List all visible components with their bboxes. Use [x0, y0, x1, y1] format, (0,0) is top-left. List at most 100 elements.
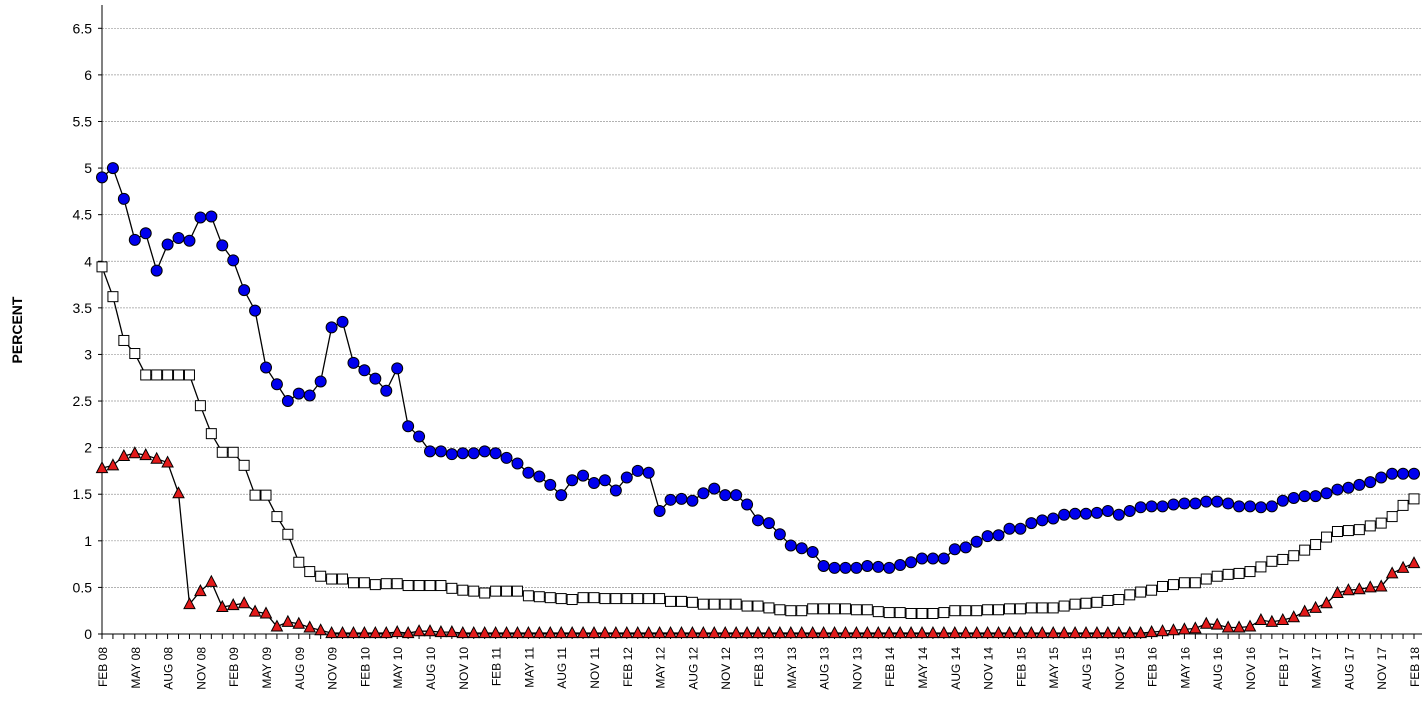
data-point [358, 364, 371, 377]
data-point [259, 606, 273, 619]
data-point [1210, 617, 1224, 630]
data-point [336, 315, 349, 328]
data-point [281, 614, 295, 627]
data-point [893, 625, 907, 639]
x-tick-label: FEB 16 [1146, 647, 1160, 687]
x-tick-label: NOV 15 [1113, 647, 1127, 690]
data-point [194, 584, 207, 597]
data-point [1036, 514, 1049, 527]
data-point [347, 625, 360, 639]
data-point [784, 539, 797, 552]
data-point [129, 348, 141, 360]
x-tick-label: MAY 13 [785, 647, 799, 689]
data-point [1057, 625, 1071, 639]
data-point [938, 607, 950, 619]
data-point [752, 514, 764, 527]
data-point [543, 625, 557, 639]
data-point [959, 541, 972, 554]
data-point [1014, 625, 1027, 639]
data-point [730, 598, 742, 610]
data-point [544, 478, 557, 491]
data-point [1342, 525, 1354, 537]
data-point [1233, 567, 1245, 579]
x-tick-label: AUG 15 [1080, 647, 1094, 690]
y-tick-label: 1 [84, 533, 92, 549]
data-point [1189, 621, 1202, 634]
data-point [347, 356, 360, 369]
data-point [1244, 566, 1256, 578]
data-point [325, 321, 338, 334]
data-point [1266, 555, 1278, 567]
data-point [402, 580, 414, 592]
data-point [587, 625, 601, 639]
data-point [850, 625, 863, 639]
data-point [1123, 504, 1136, 517]
y-tick-label: 1.5 [73, 486, 93, 502]
data-point [95, 461, 109, 474]
x-tick-label: FEB 18 [1408, 647, 1422, 687]
data-point [1375, 517, 1387, 529]
data-point [675, 625, 688, 639]
data-point [314, 623, 327, 636]
data-point [1090, 625, 1104, 639]
data-point [369, 579, 381, 591]
data-point [161, 238, 174, 251]
data-point [993, 604, 1005, 616]
data-point [128, 446, 142, 459]
data-point [216, 446, 228, 458]
data-point [1145, 500, 1158, 513]
data-point [1124, 589, 1136, 601]
data-point [1287, 610, 1301, 623]
data-point [610, 593, 622, 605]
data-point [1244, 500, 1256, 513]
data-point [1276, 494, 1289, 507]
data-point [139, 227, 152, 240]
data-point [489, 625, 502, 639]
data-point [1255, 561, 1267, 573]
data-point [741, 498, 754, 511]
data-point [380, 578, 392, 590]
y-tick-label: 5.5 [73, 113, 93, 129]
data-point [1254, 501, 1267, 514]
y-tick-label: 3.5 [73, 300, 93, 316]
data-point [1310, 539, 1322, 551]
data-point [620, 471, 633, 484]
data-point [555, 489, 568, 502]
data-point [828, 625, 841, 639]
x-tick-label: AUG 13 [818, 647, 832, 690]
data-point [937, 552, 950, 565]
data-point [905, 556, 918, 569]
data-point [850, 561, 863, 574]
y-axis-label: PERCENT [9, 296, 25, 363]
data-point [959, 625, 973, 639]
data-point [577, 592, 589, 604]
data-point [762, 517, 775, 530]
data-point [391, 578, 403, 590]
data-point [107, 291, 119, 303]
data-point [741, 600, 753, 612]
data-point [1134, 625, 1147, 639]
data-point [1079, 625, 1093, 639]
data-point [1353, 478, 1366, 491]
data-point [599, 593, 611, 605]
y-tick-label: 3 [84, 346, 92, 362]
data-point [1211, 570, 1223, 582]
data-point [719, 489, 732, 502]
data-point [511, 625, 524, 639]
x-tick-label: FEB 13 [752, 647, 766, 687]
data-point [1407, 556, 1421, 569]
data-point [150, 451, 163, 464]
data-point [1254, 612, 1268, 626]
data-point [1178, 622, 1191, 635]
data-point [1331, 525, 1343, 537]
data-point [686, 596, 698, 608]
x-tick-label: FEB 17 [1277, 647, 1291, 687]
data-point [1309, 490, 1322, 503]
data-point [653, 504, 666, 517]
data-point [457, 584, 469, 596]
data-point [981, 530, 994, 543]
data-point [1396, 560, 1410, 573]
data-point [500, 451, 513, 464]
data-point [740, 625, 754, 639]
